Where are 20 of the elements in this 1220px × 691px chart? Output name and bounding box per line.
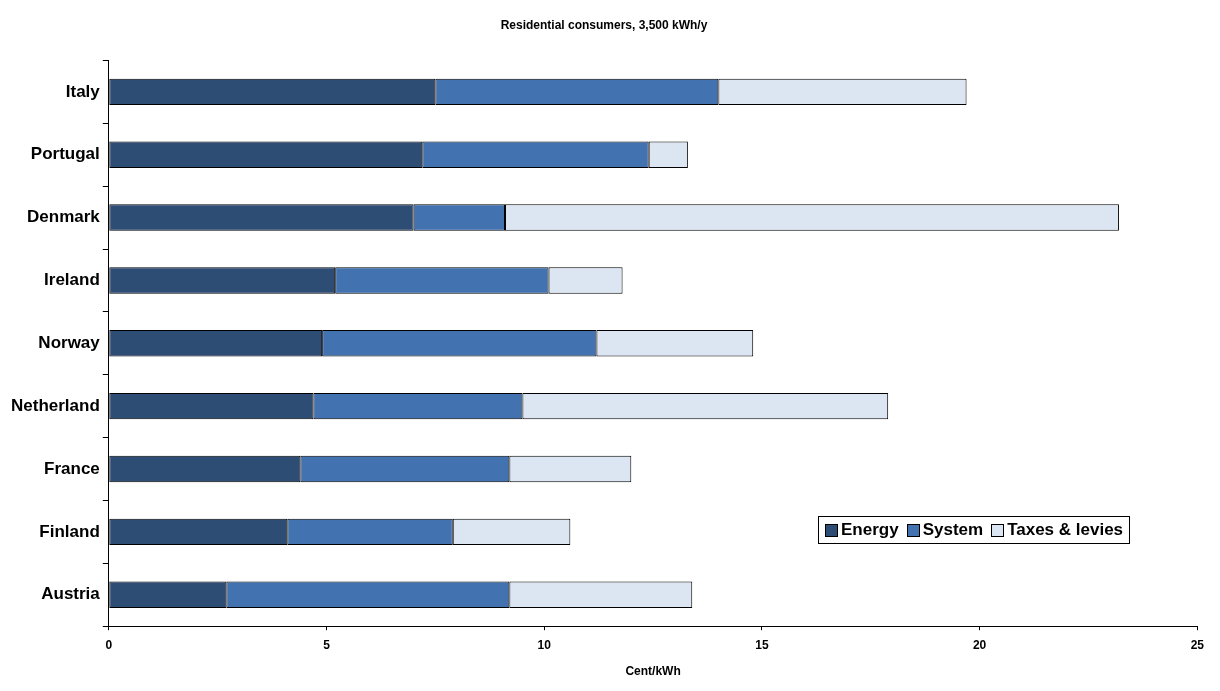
- y-tick-label: Netherland: [11, 395, 100, 415]
- y-tick-label: Portugal: [30, 144, 100, 164]
- x-tick-label: 5: [323, 637, 331, 652]
- y-tick-label: Ireland: [44, 270, 100, 290]
- x-tick-label: 20: [972, 637, 987, 652]
- x-axis-title: Cent/kWh: [625, 664, 681, 679]
- y-tick-label: Italy: [65, 81, 101, 101]
- x-tick-label: 25: [1190, 637, 1205, 652]
- y-tick-label: Austria: [41, 584, 101, 604]
- y-tick-label: France: [44, 458, 100, 478]
- chart-title: Residential consumers, 3,500 kWh/y: [500, 17, 708, 32]
- x-tick-label: 10: [537, 637, 552, 652]
- y-tick-label: Denmark: [27, 207, 101, 227]
- legend-label: Energy: [841, 520, 899, 540]
- x-tick-label: 0: [105, 637, 113, 652]
- x-tick-label: 15: [755, 637, 769, 652]
- legend-label: System: [922, 520, 984, 540]
- y-tick-label: Finland: [39, 521, 100, 541]
- legend-label: Taxes & levies: [1007, 520, 1124, 540]
- y-tick-label: Norway: [38, 332, 101, 352]
